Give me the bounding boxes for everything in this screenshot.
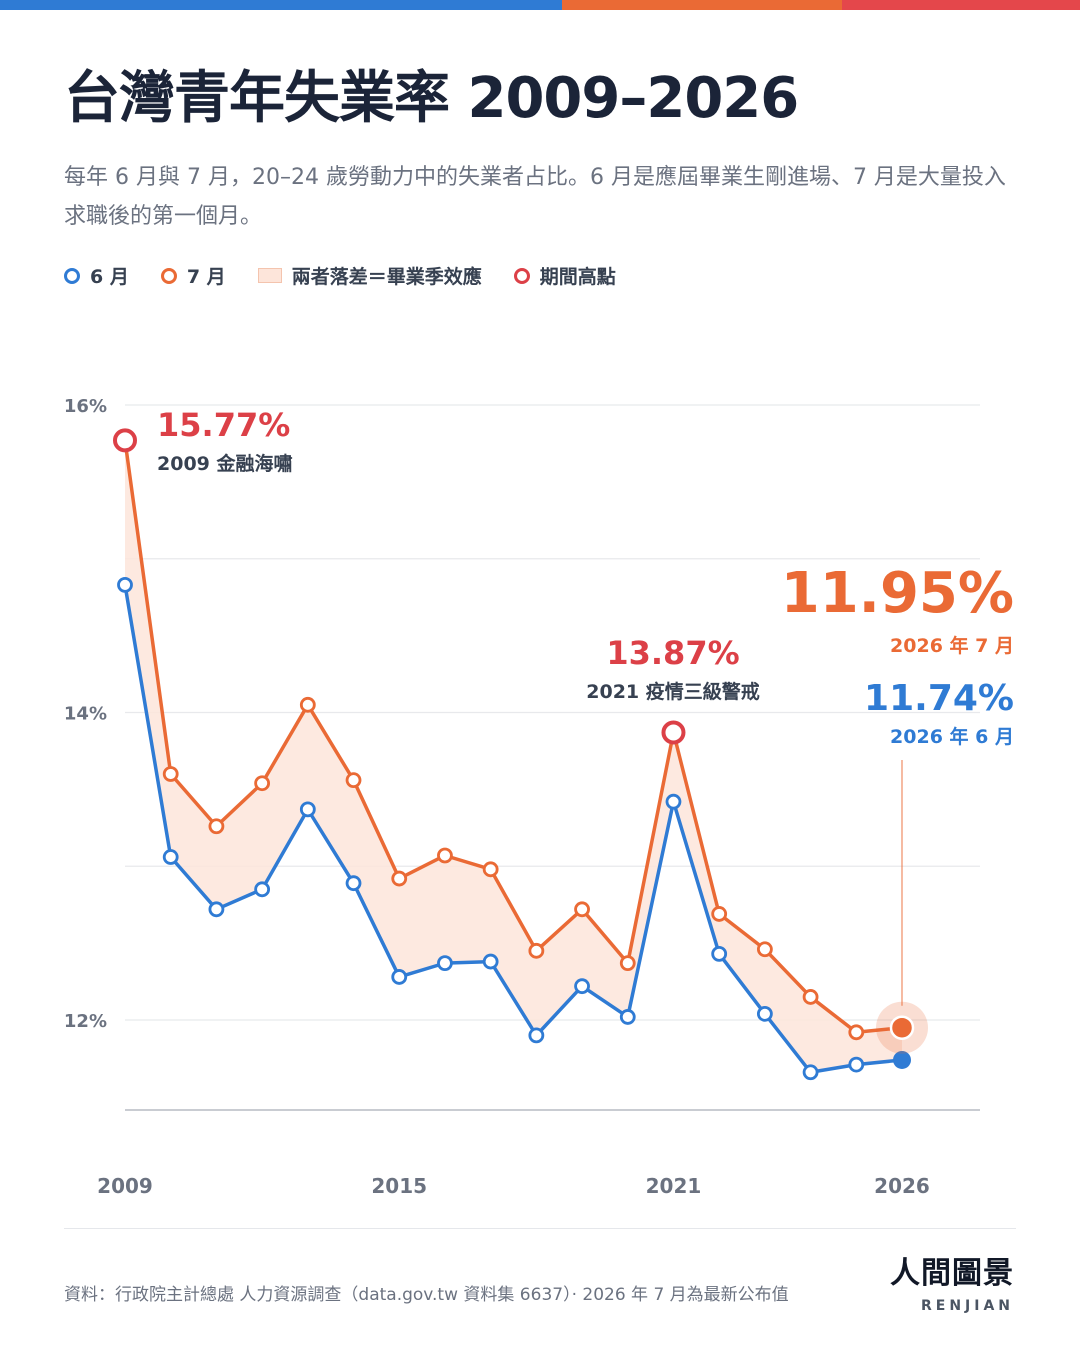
july-point-2013 xyxy=(299,696,316,713)
july-point-2014 xyxy=(345,772,362,789)
graduation-gap-band xyxy=(125,440,902,1073)
y-tick-label-16: 16% xyxy=(64,396,107,417)
june-series-line xyxy=(123,584,903,1075)
june-point-2017 xyxy=(482,953,499,970)
june-point-2019 xyxy=(574,978,590,995)
july-point-2017 xyxy=(482,861,499,878)
june-point-2021 xyxy=(665,793,682,810)
june-point-2018 xyxy=(528,1027,545,1044)
legend-july-label: 7 月 xyxy=(186,266,226,288)
june-point-2023 xyxy=(756,1005,773,1022)
legend-item-peak: 期間高點 xyxy=(513,262,616,289)
annotation-peak-2021-value: 13.87% xyxy=(606,634,739,672)
july-point-2015 xyxy=(391,870,408,887)
legend: 6 月 7 月 兩者落差＝畢業季效應 期間高點 xyxy=(64,262,648,289)
annotation-peak-2009-value: 15.77% xyxy=(157,406,290,444)
june-point-2022 xyxy=(711,945,728,962)
legend-june-label: 6 月 xyxy=(90,266,129,288)
july-point-2022 xyxy=(711,906,728,922)
july-point-2020 xyxy=(619,955,636,972)
annotation-latest-july-label: 2026 年 7 月 xyxy=(890,634,1014,657)
brand-name: 人間圖景 xyxy=(890,1256,1014,1291)
july-point-2011 xyxy=(208,818,225,835)
july-point-2025 xyxy=(848,1024,865,1041)
legend-item-july: 7 月 xyxy=(160,262,226,289)
top-bar-segment-orange xyxy=(562,0,842,10)
july-point-2026 xyxy=(889,1015,915,1040)
june-point-2015 xyxy=(391,969,408,985)
june-point-2025 xyxy=(848,1056,865,1073)
june-point-2026 xyxy=(893,1050,911,1069)
july-point-2012 xyxy=(254,775,271,792)
brand: 人間圖景 RENJIAN xyxy=(890,1248,1014,1314)
x-tick-label-2015: 2015 xyxy=(371,1174,427,1198)
legend-peak-label: 期間高點 xyxy=(539,266,616,288)
june-point-2020 xyxy=(619,1009,636,1025)
july-point-2023 xyxy=(756,941,773,958)
annotation-peak-2021-label: 2021 疫情三級警戒 xyxy=(586,680,760,703)
legend-peak-marker xyxy=(513,267,530,284)
top-bar-segment-red xyxy=(842,0,1080,10)
legend-band-label: 兩者落差＝畢業季效應 xyxy=(291,266,482,288)
july-point-2010 xyxy=(162,766,179,782)
data-points xyxy=(113,428,928,1081)
legend-band-swatch xyxy=(257,268,282,283)
june-point-2013 xyxy=(299,801,316,818)
june-point-2016 xyxy=(437,955,453,972)
legend-item-band: 兩者落差＝畢業季效應 xyxy=(257,262,482,289)
annotation-latest-july-value: 11.95% xyxy=(781,561,1014,626)
line-chart: 12% 14% 16% 2009 2015 2021 2026 15.77% 2009 金… xyxy=(64,396,1014,1198)
july-point-2016 xyxy=(437,847,453,864)
y-tick-label-12: 12% xyxy=(64,1011,107,1032)
source-note: 資料：行政院主計總處 人力資源調查（data.gov.tw 資料集 6637）·… xyxy=(64,1285,789,1305)
legend-june-marker xyxy=(64,267,80,284)
peak-point-2021 xyxy=(661,720,686,745)
chart-subtitle: 每年 6 月與 7 月，20–24 歲勞動力中的失業者占比。6 月是應屆畢業生剛… xyxy=(64,165,1006,229)
top-bar-segment-blue xyxy=(0,0,562,10)
june-point-2009 xyxy=(117,576,133,593)
june-point-2011 xyxy=(208,901,225,918)
footer-divider xyxy=(64,1228,1016,1229)
x-tick-label-2026: 2026 xyxy=(874,1174,930,1198)
july-series-line xyxy=(123,440,903,1035)
x-tick-label-2021: 2021 xyxy=(646,1174,702,1198)
brand-english: RENJIAN xyxy=(920,1298,1014,1314)
legend-item-june: 6 月 xyxy=(64,262,129,289)
annotation-latest-june-label: 2026 年 6 月 xyxy=(890,725,1014,748)
annotation-peak-2009-label: 2009 金融海嘯 xyxy=(157,452,293,475)
june-point-2014 xyxy=(345,875,362,892)
peak-point-2009 xyxy=(113,428,137,453)
july-point-2024 xyxy=(802,989,819,1005)
x-axis-ticks: 2009 2015 2021 2026 xyxy=(97,1174,930,1198)
july-point-2019 xyxy=(574,901,590,918)
june-point-2010 xyxy=(162,849,179,865)
june-point-2024 xyxy=(802,1064,819,1081)
x-tick-label-2009: 2009 xyxy=(97,1174,153,1198)
annotation-latest-june-value: 11.74% xyxy=(864,678,1014,719)
july-point-2018 xyxy=(528,942,545,959)
grid-lines xyxy=(125,404,980,1021)
y-axis-ticks: 12% 14% 16% xyxy=(64,396,107,1032)
y-tick-label-14: 14% xyxy=(64,704,107,725)
top-color-bar xyxy=(0,0,1080,10)
june-point-2012 xyxy=(254,881,271,898)
legend-july-marker xyxy=(160,267,177,284)
chart-title: 台灣青年失業率 2009–2026 xyxy=(64,66,799,131)
